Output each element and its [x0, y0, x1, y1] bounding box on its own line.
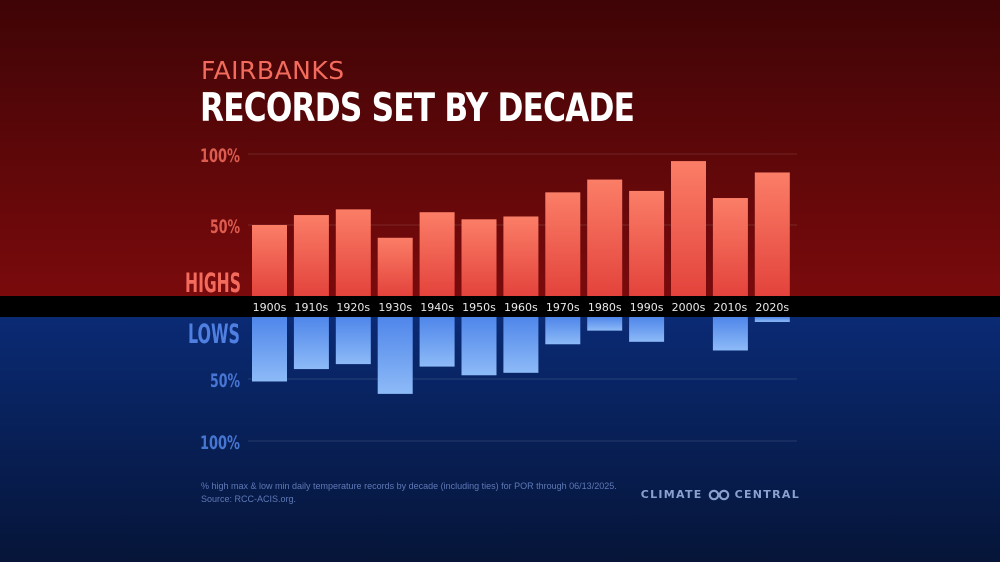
highs-bar-1940s — [419, 212, 455, 296]
lows-tick-label: 50% — [210, 370, 240, 392]
highs-bar-2020s — [754, 172, 790, 296]
location-subtitle: FAIRBANKS — [201, 56, 345, 85]
footnote: % high max & low min daily temperature r… — [201, 480, 617, 506]
decade-label: 1960s — [504, 301, 538, 314]
footnote-source: Source: RCC-ACIS.org. — [201, 494, 297, 504]
brand-word-climate: CLIMATE — [640, 488, 703, 501]
highs-bar-1980s — [587, 179, 623, 296]
highs-label: HIGHS — [185, 268, 241, 299]
highs-bar-2010s — [712, 198, 748, 296]
lows-bar-1970s — [545, 317, 581, 345]
highs-tick-label: 50% — [210, 216, 240, 238]
highs-bar-1970s — [545, 192, 581, 296]
footnote-definition: % high max & low min daily temperature r… — [201, 481, 617, 491]
highs-bar-1960s — [503, 216, 539, 296]
decade-label: 1940s — [420, 301, 454, 314]
highs-bar-1990s — [629, 190, 665, 296]
lows-bar-1940s — [419, 317, 455, 367]
decade-label: 2000s — [672, 301, 706, 314]
decade-label: 1970s — [546, 301, 580, 314]
decade-label: 1990s — [630, 301, 664, 314]
decade-label: 1980s — [588, 301, 622, 314]
highs-bar-1910s — [293, 215, 329, 296]
highs-tick-label: 100% — [200, 145, 240, 167]
highs-bar-1950s — [461, 219, 497, 296]
highs-bar-1920s — [335, 209, 371, 296]
highs-bar-1930s — [377, 237, 413, 296]
lows-bar-1990s — [629, 317, 665, 342]
lows-bar-2010s — [712, 317, 748, 351]
lows-tick-label: 100% — [200, 432, 240, 454]
brand-word-central: CENTRAL — [734, 488, 800, 501]
decade-label: 1910s — [295, 301, 329, 314]
lows-bar-1930s — [377, 317, 413, 394]
decade-label: 1930s — [378, 301, 412, 314]
decade-label: 1900s — [253, 301, 287, 314]
decade-label: 1920s — [336, 301, 370, 314]
decade-label: 2010s — [714, 301, 748, 314]
lows-bar-1950s — [461, 317, 497, 376]
highs-background — [0, 0, 1000, 297]
lows-label: LOWS — [188, 319, 240, 350]
climate-central-logo: CLIMATE CENTRAL — [641, 488, 800, 501]
lows-bar-1900s — [252, 317, 287, 382]
decade-label: 2020s — [755, 301, 789, 314]
infinity-logo-icon — [708, 489, 729, 500]
lows-background — [0, 317, 1000, 562]
lows-bar-1980s — [587, 317, 623, 331]
lows-bar-1910s — [293, 317, 329, 370]
highs-bar-2000s — [671, 161, 706, 296]
lows-bar-1920s — [335, 317, 371, 365]
decade-label: 1950s — [462, 301, 496, 314]
chart-title: RECORDS SET BY DECADE — [200, 86, 635, 131]
decade-axis-band — [0, 296, 1000, 317]
lows-bar-1960s — [503, 317, 539, 373]
lows-bar-2020s — [754, 317, 790, 322]
highs-bar-1900s — [252, 225, 287, 296]
